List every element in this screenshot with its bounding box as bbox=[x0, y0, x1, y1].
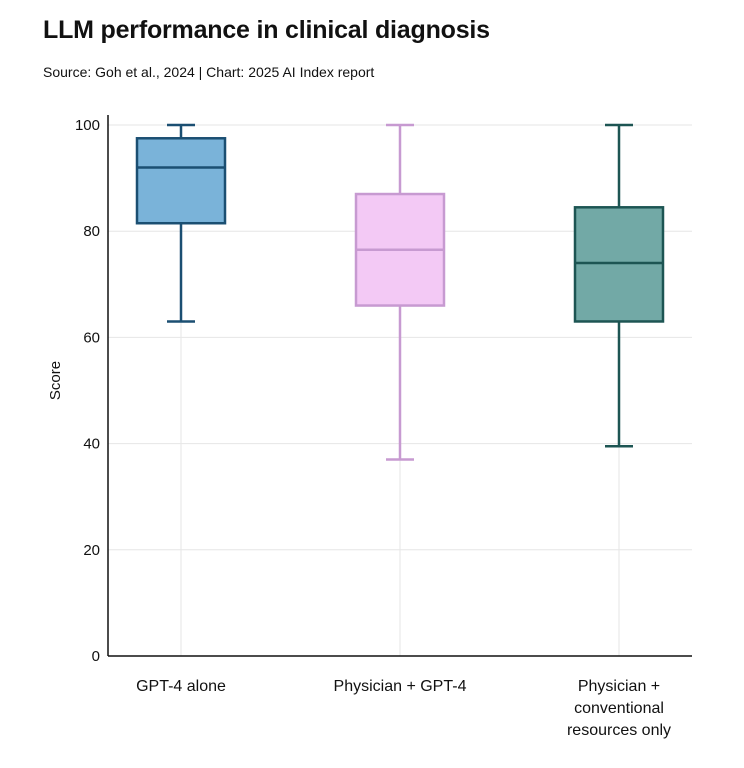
chart-subtitle: Source: Goh et al., 2024 | Chart: 2025 A… bbox=[43, 64, 375, 80]
x-category-label: Physician + conventional resources only bbox=[567, 678, 671, 739]
y-tick-label: 80 bbox=[83, 223, 100, 240]
box-group-3 bbox=[573, 123, 665, 448]
y-tick-label: 40 bbox=[83, 436, 100, 453]
iqr-box bbox=[573, 206, 665, 323]
box-group-1 bbox=[135, 123, 227, 323]
x-category-label: Physician + GPT-4 bbox=[334, 678, 467, 695]
box-group-2 bbox=[354, 123, 446, 461]
y-tick-label: 60 bbox=[83, 329, 100, 346]
y-tick-label: 20 bbox=[83, 542, 100, 559]
x-category-label: GPT-4 alone bbox=[136, 678, 226, 695]
iqr-box bbox=[135, 137, 227, 225]
chart-title: LLM performance in clinical diagnosis bbox=[43, 16, 490, 44]
y-axis-label: Score bbox=[47, 361, 64, 400]
y-tick-label: 0 bbox=[92, 648, 100, 665]
y-tick-label: 100 bbox=[75, 117, 100, 134]
